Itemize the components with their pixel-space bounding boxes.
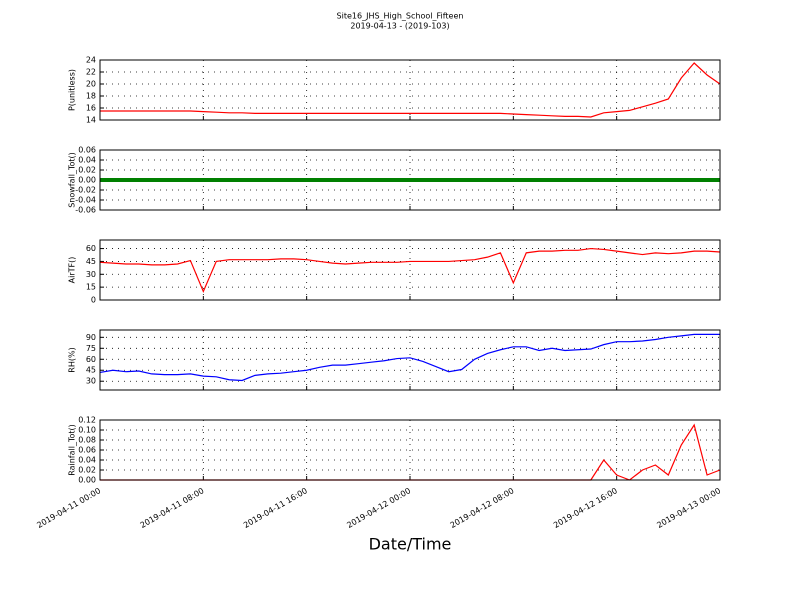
y-tick-label: 15: [86, 283, 96, 292]
y-tick-label: 0.06: [78, 446, 96, 455]
x-tick-label: 2019-04-11 08:00: [139, 486, 206, 530]
y-tick-label: 0.02: [78, 466, 96, 475]
y-tick-label: 22: [86, 68, 96, 77]
y-tick-label: 0.08: [78, 436, 96, 445]
x-axis-label: Date/Time: [369, 535, 452, 554]
plot-frame: [99, 329, 721, 391]
y-tick-label: 0.00: [78, 476, 96, 485]
y-tick-label: -0.02: [75, 186, 96, 195]
y-tick-label: 90: [86, 333, 96, 342]
plot-frame: [99, 239, 721, 301]
y-tick-label: -0.04: [75, 196, 96, 205]
y-tick-label: 0.04: [78, 456, 96, 465]
y-tick-label: 0: [91, 296, 96, 305]
y-tick-label: 45: [86, 366, 96, 375]
y-tick-label: 30: [86, 377, 96, 386]
y-tick-label: -0.06: [75, 206, 96, 215]
y-axis-label: P(unitless): [68, 69, 77, 111]
x-tick-label: 2019-04-11 16:00: [242, 486, 309, 530]
y-tick-label: 0.04: [78, 156, 96, 165]
plot-frame: [99, 149, 721, 211]
chart-title: Site16_JHS_High_School_Fifteen: [337, 12, 464, 21]
chart-subtitle: 2019-04-13 - (2019-103): [350, 22, 449, 31]
y-tick-label: 0.10: [78, 426, 96, 435]
y-axis-label: RH(%): [68, 347, 77, 372]
plot-frame: [99, 419, 721, 481]
x-tick-label: 2019-04-12 08:00: [449, 486, 516, 530]
y-axis-label: Snowfall_Tot(): [68, 152, 77, 208]
data-line: [100, 62, 721, 118]
y-tick-label: 60: [86, 244, 96, 253]
y-tick-label: 30: [86, 270, 96, 279]
x-tick-label: 2019-04-12 16:00: [552, 486, 619, 530]
y-axis-label: AirTF(): [68, 257, 77, 284]
y-tick-label: 0.12: [78, 416, 96, 425]
data-line: [99, 333, 720, 382]
y-tick-label: 0.02: [78, 166, 96, 175]
y-tick-label: 45: [86, 257, 96, 266]
y-tick-label: 60: [86, 355, 96, 364]
y-tick-label: 14: [86, 116, 96, 125]
y-tick-label: 0.06: [78, 146, 96, 155]
data-line: [99, 247, 721, 293]
y-tick-label: 16: [86, 104, 96, 113]
y-tick-label: 24: [86, 56, 96, 65]
y-tick-label: 75: [86, 344, 96, 353]
y-axis-label: Rainfall_Tot(): [68, 424, 77, 476]
x-tick-label: 2019-04-11 00:00: [35, 486, 102, 530]
x-tick-label: 2019-04-12 00:00: [345, 486, 412, 530]
data-line: [100, 423, 721, 481]
y-tick-label: 20: [86, 80, 96, 89]
y-tick-label: 18: [86, 92, 96, 101]
y-tick-label: 0.00: [78, 176, 96, 185]
x-tick-label: 2019-04-13 00:00: [655, 486, 722, 530]
plot-frame: [99, 59, 721, 121]
